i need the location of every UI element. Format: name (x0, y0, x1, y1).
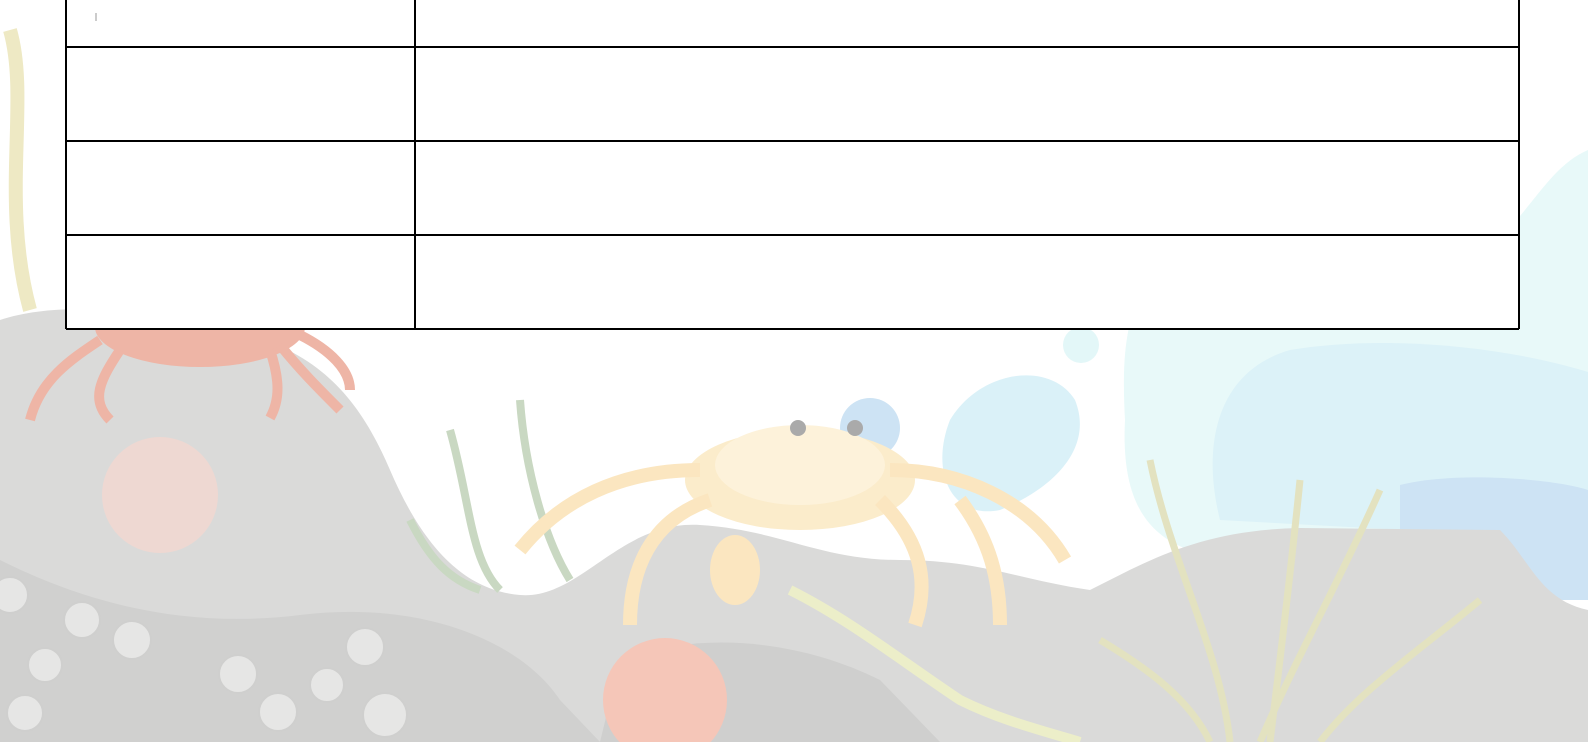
seaweed (410, 400, 570, 590)
table-background (66, 0, 1519, 329)
seaweed (10, 30, 30, 310)
water-blob (942, 375, 1080, 511)
page: (() => { const data = JSON.parse(documen… (0, 0, 1588, 742)
table (66, 0, 1519, 329)
worksheet (0, 0, 1588, 742)
bubble (1063, 327, 1099, 363)
anemone (102, 437, 218, 553)
